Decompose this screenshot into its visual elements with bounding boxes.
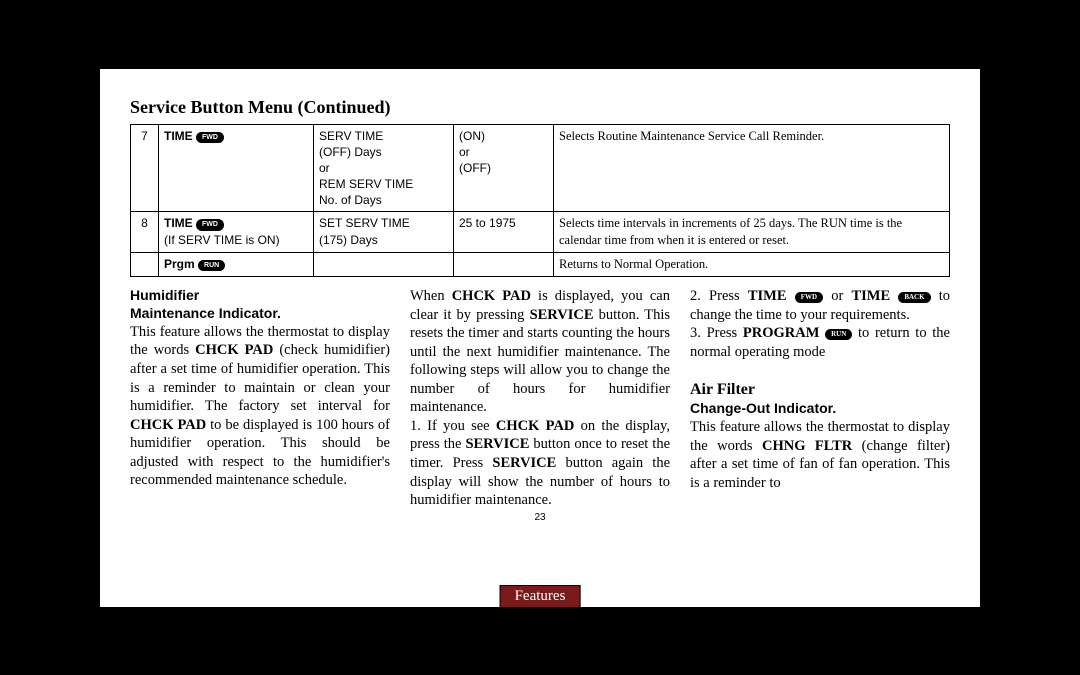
avail-cell [454, 253, 554, 277]
show-cell: SERV TIME (OFF) Days or REM SERV TIME No… [314, 124, 454, 212]
manual-page: Service Button Menu (Continued) 7 TIME F… [100, 69, 980, 607]
humidifier-heading: Humidifier [130, 287, 390, 305]
row-num: 8 [131, 212, 159, 253]
changeout-heading: Change-Out Indicator. [690, 400, 950, 418]
press-cell: TIME FWD [159, 124, 314, 212]
section-heading: Service Button Menu (Continued) [130, 97, 950, 118]
desc-cell: Selects time intervals in increments of … [554, 212, 950, 253]
avail-cell: (ON) or (OFF) [454, 124, 554, 212]
desc-cell: Selects Routine Maintenance Service Call… [554, 124, 950, 212]
table-row: 8 TIME FWD (If SERV TIME is ON) SET SERV… [131, 212, 950, 253]
features-tab: Features [500, 585, 581, 608]
run-pill: RUN [198, 260, 225, 271]
row-num: 7 [131, 124, 159, 212]
table-row: 7 TIME FWD SERV TIME (OFF) Days or REM S… [131, 124, 950, 212]
show-cell: SET SERV TIME (175) Days [314, 212, 454, 253]
page-number: 23 [130, 512, 950, 523]
back-pill: BACK [898, 292, 930, 303]
airfilter-heading: Air Filter [690, 380, 950, 400]
table-row: Prgm RUN Returns to Normal Operation. [131, 253, 950, 277]
show-cell [314, 253, 454, 277]
avail-cell: 25 to 1975 [454, 212, 554, 253]
press-cell: TIME FWD (If SERV TIME is ON) [159, 212, 314, 253]
menu-table: 7 TIME FWD SERV TIME (OFF) Days or REM S… [130, 124, 950, 278]
desc-cell: Returns to Normal Operation. [554, 253, 950, 277]
press-cell: Prgm RUN [159, 253, 314, 277]
fwd-pill: FWD [196, 219, 224, 230]
fwd-pill: FWD [795, 292, 823, 303]
maintenance-heading: Maintenance Indicator. [130, 305, 390, 323]
body-columns: Humidifier Maintenance Indicator. This f… [130, 287, 950, 510]
row-num [131, 253, 159, 277]
run-pill: RUN [825, 329, 852, 340]
fwd-pill: FWD [196, 132, 224, 143]
